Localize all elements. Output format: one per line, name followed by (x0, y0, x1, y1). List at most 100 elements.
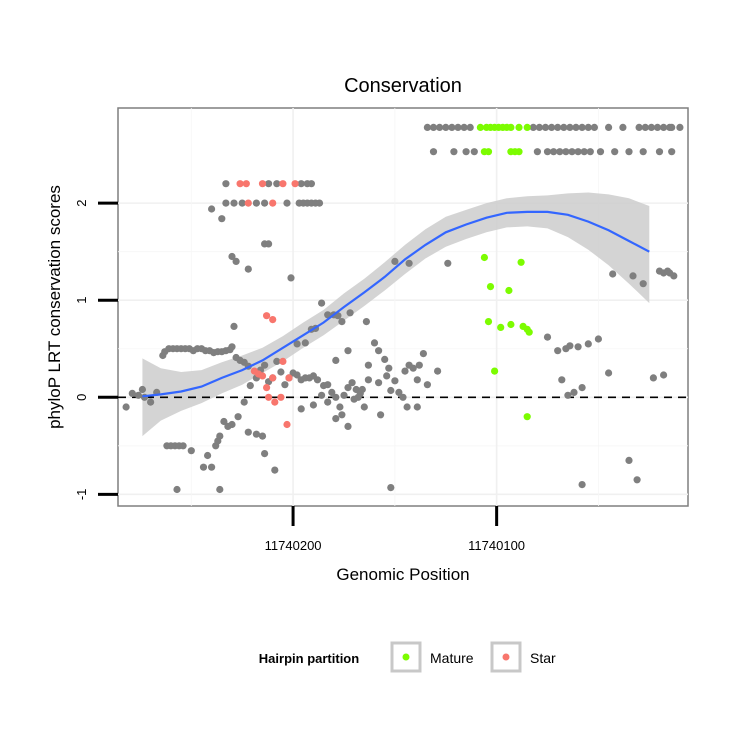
point-other (554, 123, 562, 131)
point-other (238, 199, 246, 207)
point-other (377, 411, 385, 419)
point-other (350, 395, 358, 403)
point-other (558, 376, 566, 384)
point-other (391, 257, 399, 265)
point-other (413, 403, 421, 411)
point-other (423, 123, 431, 131)
point-other (436, 123, 444, 131)
point-other (660, 371, 668, 379)
point-other (222, 180, 230, 188)
point-star (279, 180, 287, 188)
point-other (633, 476, 641, 484)
point-other (328, 388, 336, 396)
point-other (375, 379, 383, 387)
legend-label-mature: Mature (430, 650, 474, 666)
x-tick-label: 11740200 (265, 538, 322, 553)
point-other (649, 374, 658, 382)
point-other (360, 403, 368, 411)
point-mature (486, 283, 495, 291)
point-star (277, 393, 285, 401)
point-other (590, 123, 599, 131)
confidence-band-layer (142, 192, 650, 437)
point-mature (515, 123, 523, 131)
point-other (403, 403, 411, 411)
point-other (362, 318, 370, 326)
point-other (391, 377, 399, 385)
point-star (242, 180, 250, 188)
points-layer (122, 123, 684, 494)
point-other (605, 369, 613, 377)
point-other (533, 148, 542, 156)
point-other (399, 393, 407, 401)
y-tick-label: 2 (74, 199, 89, 206)
point-star (269, 199, 277, 207)
point-other (265, 180, 273, 188)
point-star (269, 316, 277, 324)
point-star (263, 384, 271, 392)
point-other (261, 361, 269, 369)
point-other (220, 417, 228, 426)
point-star (258, 372, 267, 380)
point-other (340, 391, 348, 399)
point-other (666, 269, 674, 277)
point-other (230, 322, 238, 330)
point-other (173, 485, 181, 494)
point-other (385, 364, 393, 372)
point-other (309, 401, 317, 409)
point-other (222, 199, 230, 207)
point-other (338, 411, 346, 419)
point-other (128, 389, 136, 397)
point-other (208, 463, 216, 471)
point-other (315, 199, 324, 207)
point-other (625, 456, 633, 464)
point-other (668, 123, 676, 131)
point-other (301, 339, 309, 347)
point-other (629, 272, 637, 280)
point-other (283, 199, 291, 207)
point-star (236, 180, 244, 188)
point-other (324, 381, 332, 389)
point-other (364, 361, 372, 369)
point-other (554, 347, 562, 355)
point-mature (523, 413, 531, 421)
point-other (578, 481, 586, 489)
point-other (419, 350, 427, 358)
plot-panel (117, 107, 689, 507)
point-other (336, 403, 344, 411)
point-other (228, 420, 236, 429)
point-other (653, 123, 662, 131)
point-star (265, 393, 273, 401)
point-mature (517, 258, 525, 266)
point-other (375, 347, 383, 355)
point-other (358, 385, 366, 394)
point-other (370, 339, 379, 347)
point-other (338, 318, 346, 326)
point-other (307, 180, 315, 188)
point-other (676, 123, 684, 131)
point-other (429, 148, 438, 156)
point-mature (480, 253, 488, 262)
point-other (395, 388, 403, 396)
point-other (450, 148, 458, 156)
point-other (277, 368, 285, 376)
point-other (609, 270, 617, 278)
point-other (381, 355, 389, 363)
smooth-curve-layer (142, 210, 650, 398)
point-other (668, 148, 676, 156)
point-mature (484, 318, 493, 326)
point-other (578, 384, 586, 392)
chart-title: Conservation (344, 75, 462, 97)
y-axis-label: phyloP LRT conservation scores (45, 185, 64, 429)
point-other (324, 398, 332, 406)
x-tick-label: 11740100 (468, 538, 525, 553)
point-other (548, 123, 556, 131)
point-other (460, 123, 468, 131)
y-tick-label: -1 (74, 489, 89, 501)
point-other (297, 405, 305, 413)
point-other (258, 432, 267, 440)
point-other (214, 437, 222, 445)
point-other (344, 384, 352, 392)
point-other (199, 463, 208, 471)
point-other (138, 385, 146, 394)
point-other (429, 123, 438, 131)
